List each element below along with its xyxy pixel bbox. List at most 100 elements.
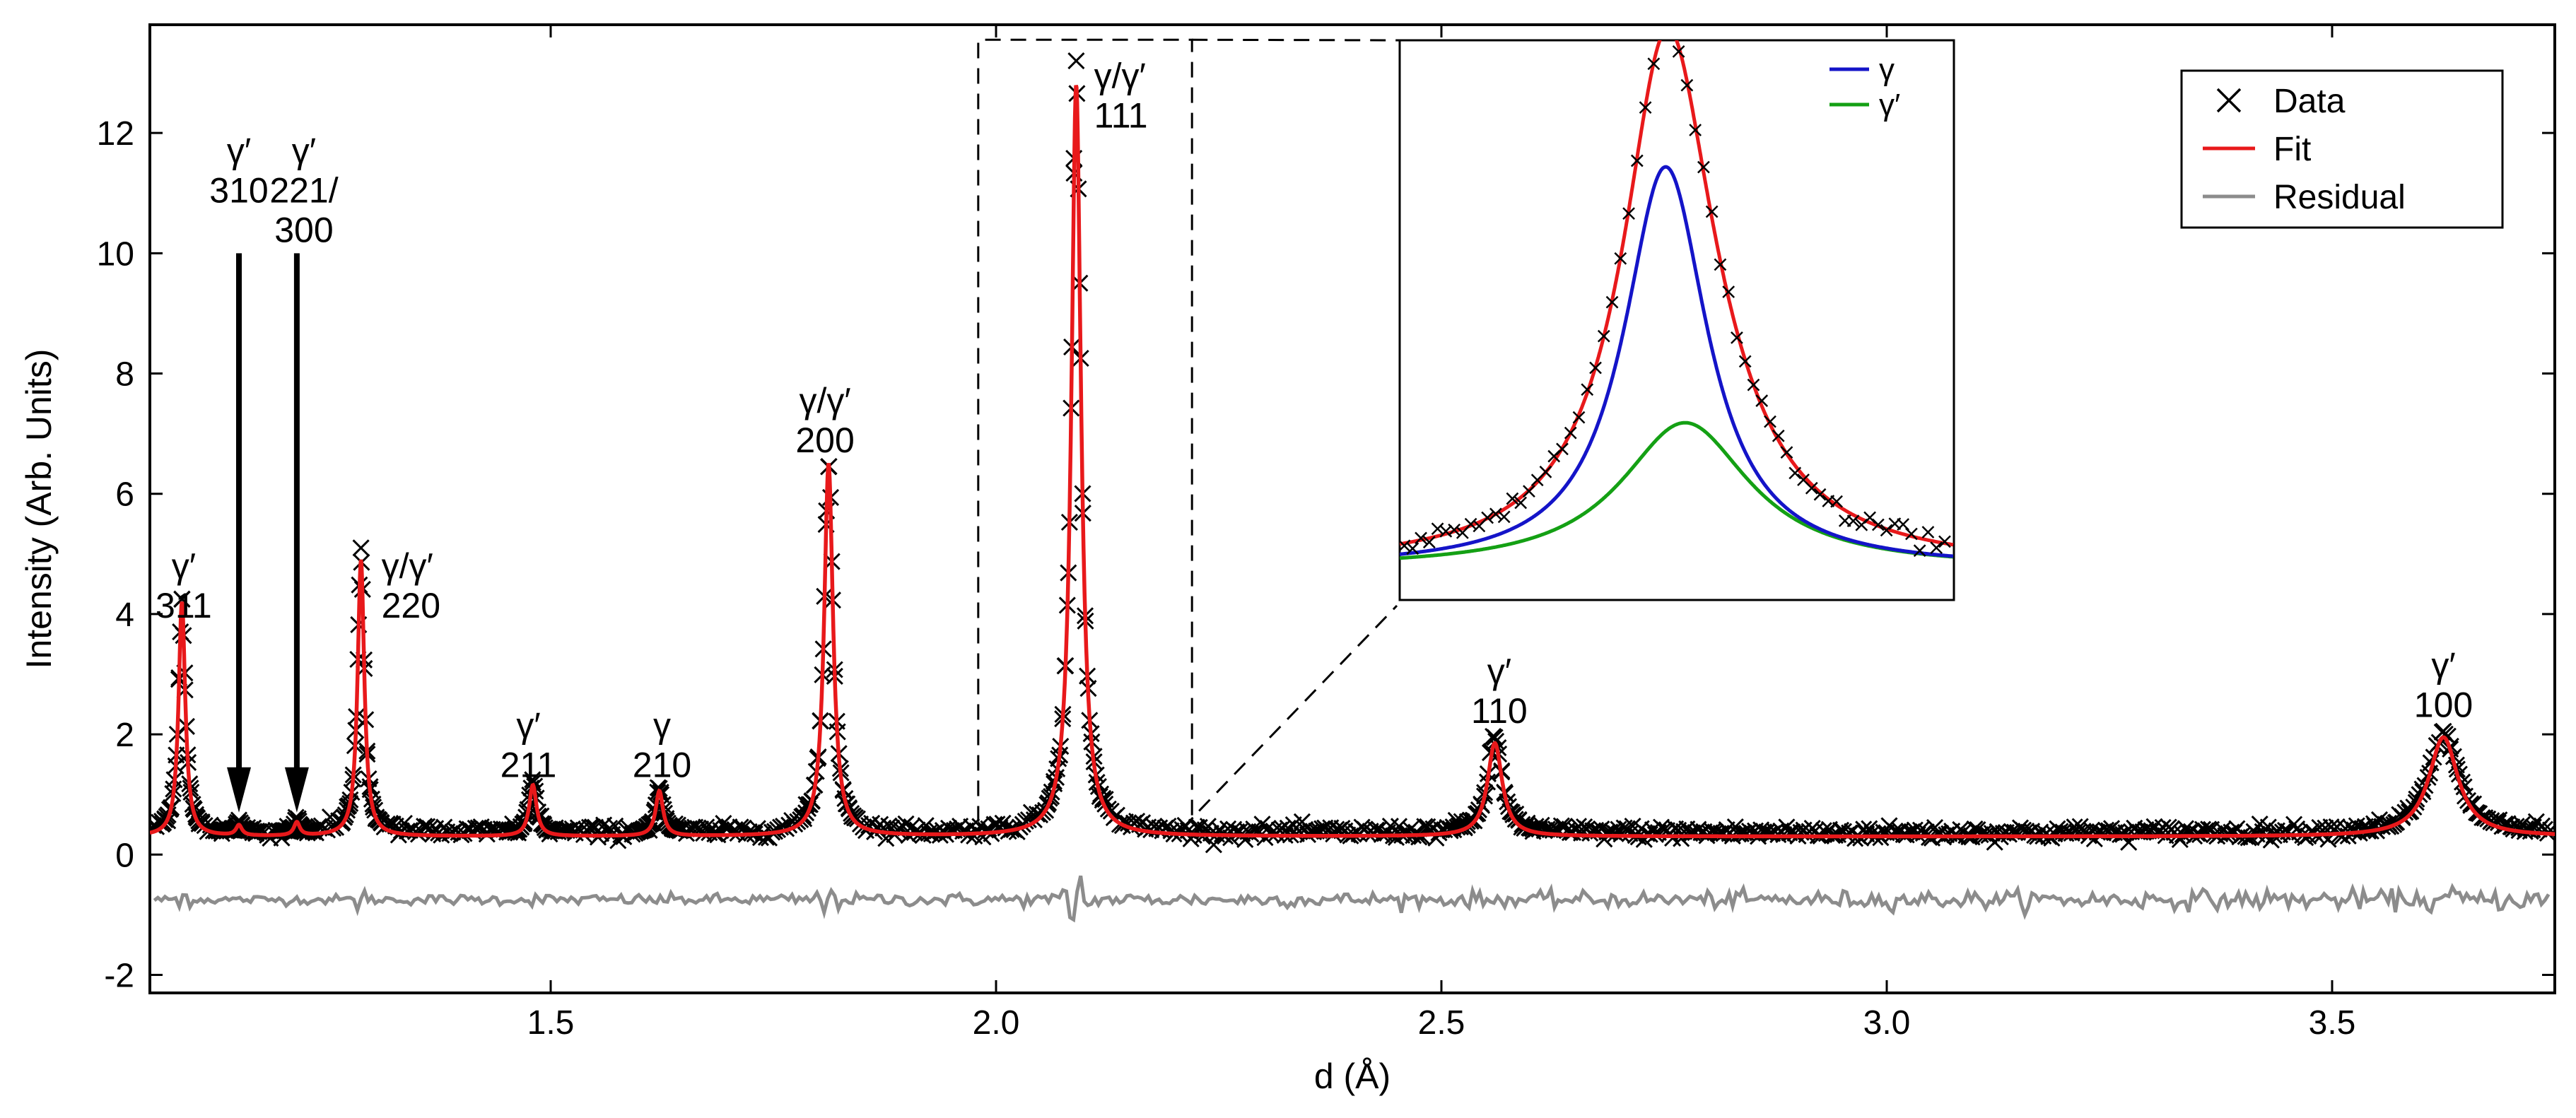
peak-label: γ′100 [2414, 645, 2473, 724]
inset-data-point [1788, 466, 1802, 480]
peak-label: γ/γ′200 [795, 381, 854, 460]
peak-label-line: 211 [500, 745, 557, 784]
inset-data-point [1665, 40, 1676, 41]
inset-legend-gamma-prime-label: γ′ [1879, 88, 1900, 122]
inset-data-point [1846, 514, 1860, 527]
data-point [173, 590, 191, 608]
y-tick-label: 4 [115, 596, 134, 634]
inset-data-point [1556, 442, 1569, 456]
data-point [2066, 818, 2083, 836]
inset-data-point [1597, 329, 1610, 343]
inset-fit-line [1400, 40, 1954, 547]
inset-data-point [1605, 295, 1619, 309]
peak-label-line: 300 [274, 211, 333, 250]
inset-data-point [1672, 45, 1685, 58]
y-tick-label: 2 [115, 717, 134, 754]
inset-gamma-line [1400, 165, 1954, 558]
fit-series [150, 84, 2555, 839]
peak-label-line: 100 [2414, 685, 2473, 724]
data-point [994, 814, 1012, 832]
inset-data-point [1514, 496, 1528, 510]
x-tick-label: 2.5 [1418, 1004, 1465, 1042]
peak-label-line: 110 [1471, 691, 1528, 731]
zoom-connector-bottom [1198, 604, 1398, 812]
inset-data-point [1614, 252, 1627, 265]
inset-data-point [1747, 378, 1760, 392]
peak-label-line: γ′ [172, 546, 196, 586]
data-point [607, 817, 624, 835]
peak-label-line: 111 [1094, 95, 1148, 135]
inset-data-point [1489, 507, 1502, 521]
legend-label: Fit [2273, 131, 2311, 168]
peak-label-line: γ′ [516, 705, 540, 745]
inset-data-point [1400, 539, 1411, 553]
y-axis-title: Intensity (Arb. Units) [19, 349, 59, 669]
data-point [650, 779, 668, 797]
inset-frame [1398, 39, 1955, 601]
data-point [732, 818, 749, 836]
inset-data-point [1422, 536, 1436, 549]
peak-label-line: γ′ [2431, 645, 2455, 685]
data-point [352, 539, 370, 557]
inset-data-series [1400, 40, 1951, 558]
peak-label-line: 220 [382, 586, 440, 625]
y-tick-label: 10 [97, 235, 134, 273]
peak-label: γ′310 [209, 131, 268, 211]
peak-label-line: 210 [633, 745, 691, 784]
peak-label: γ′221/300 [269, 131, 338, 250]
inset-data-point [1589, 361, 1602, 375]
data-point [1861, 820, 1878, 837]
inset-data-point [1780, 446, 1793, 459]
plot-frame [148, 23, 2556, 994]
data-point [1486, 729, 1504, 746]
data-point [1607, 825, 1624, 842]
x-tick-label: 1.5 [527, 1004, 575, 1042]
inset-data-point [1639, 101, 1652, 114]
inset-data-point [1572, 411, 1586, 424]
main-plot: 1.5 2.0 2.5 3.0 3.5 -2 0 2 4 6 8 10 12 [97, 23, 2556, 1042]
y-tick-label: -2 [104, 957, 134, 994]
peak-label-line: γ′ [1487, 652, 1511, 691]
inset-data-point [1921, 526, 1935, 539]
data-point [1067, 52, 1085, 70]
y-tick-label: 0 [115, 837, 134, 874]
inset-data-point [1564, 426, 1577, 440]
annotation-layer: γ′311γ′310γ′221/300γ/γ′220γ′211γ210γ/γ′2… [156, 38, 2473, 822]
x-tick-label: 3.0 [1863, 1004, 1911, 1042]
data-point [698, 818, 715, 836]
peak-label-line: γ′ [292, 131, 316, 171]
inset-data-point [1830, 495, 1843, 508]
inset-data-point [1448, 523, 1460, 536]
inset-data-point [1705, 205, 1719, 218]
peak-label-line: γ [653, 705, 671, 745]
inset-data-point [1680, 78, 1694, 92]
data-point [2285, 816, 2303, 833]
data-point [1381, 818, 1399, 835]
arrow-head [227, 767, 251, 813]
peak-label: γ′311 [156, 546, 212, 625]
inset-data-point [1431, 522, 1444, 536]
inset-data-point [1930, 541, 1943, 555]
inset-legend-gamma-label: γ [1879, 52, 1895, 87]
y-tick-label: 8 [115, 356, 134, 394]
inset-data-point [1539, 465, 1552, 478]
series-group [150, 52, 2555, 923]
legend-label: Residual [2273, 179, 2406, 216]
peak-label-line: γ/γ′ [382, 546, 433, 586]
peak-label-line: γ′ [227, 131, 251, 171]
inset-data-point [1755, 394, 1769, 407]
inset-data-point [1772, 429, 1785, 442]
inset-data-point [1938, 535, 1951, 548]
inset-data-point [1697, 160, 1710, 174]
inset-data-point [1871, 518, 1885, 531]
inset-series-group [1400, 40, 1954, 560]
x-axis-title: d (Å) [1314, 1057, 1391, 1096]
data-point [524, 774, 541, 792]
data-point [1618, 820, 1636, 837]
peak-label-line: 200 [795, 420, 854, 460]
residual-series [153, 875, 2551, 923]
data-point [2435, 722, 2452, 740]
peak-label-line: 310 [209, 171, 268, 211]
inset-data-point [1523, 485, 1535, 498]
